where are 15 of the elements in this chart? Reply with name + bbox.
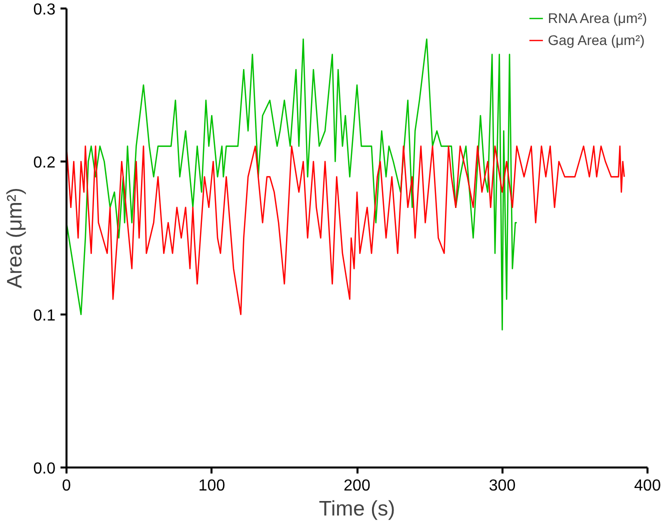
y-tick-label: 0.1	[33, 308, 56, 324]
y-axis-title: Area (μm²)	[3, 188, 26, 288]
x-tick-label: 400	[634, 478, 661, 494]
line-series	[66, 38, 518, 330]
legend-label: RNA Area (μm²)	[548, 10, 647, 26]
x-tick-label: 0	[62, 478, 72, 494]
y-tick-label: 0.0	[33, 460, 56, 478]
x-tick-label: 200	[344, 478, 370, 494]
x-tick-label: 100	[198, 478, 226, 494]
x-tick-label: 300	[488, 478, 516, 494]
x-axis-title: Time (s)	[318, 498, 396, 520]
legend-label: Gag Area (μm²)	[548, 32, 645, 48]
y-tick-label: 0.2	[33, 154, 56, 172]
line-series	[66, 146, 625, 316]
y-tick-label: 0.3	[33, 2, 56, 18]
